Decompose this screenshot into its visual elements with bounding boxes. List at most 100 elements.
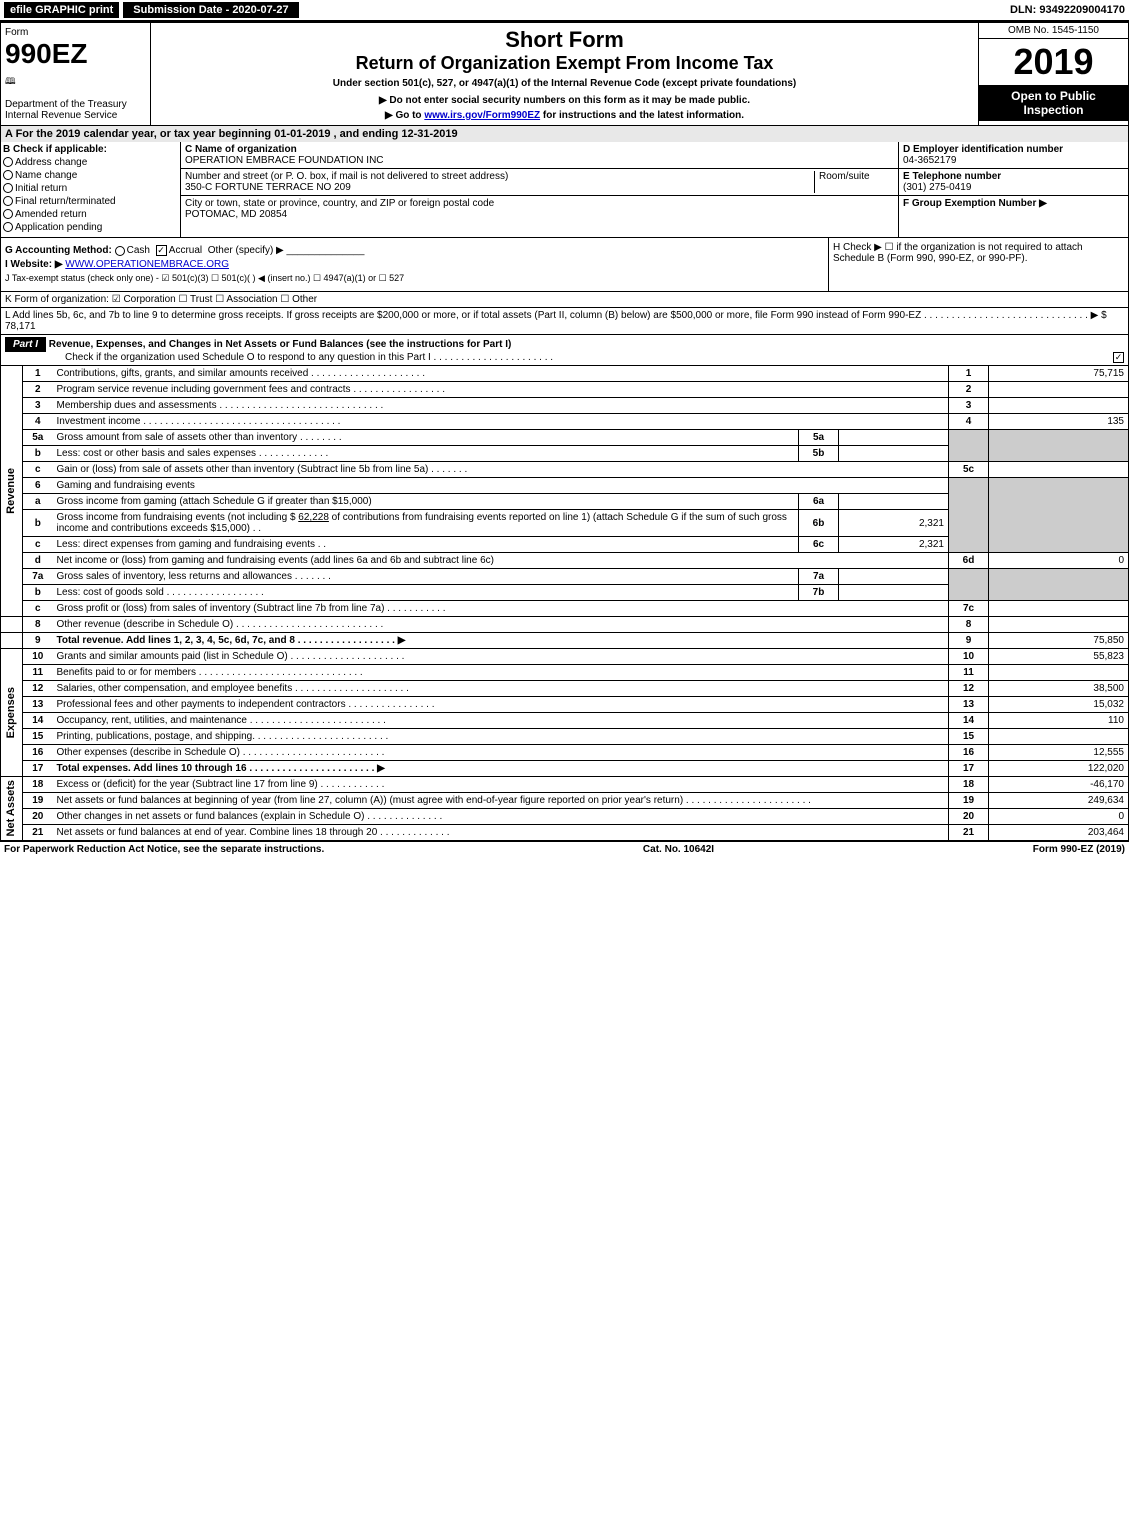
tax-year: 2019 xyxy=(979,39,1128,85)
section-j: J Tax-exempt status (check only one) - ☑… xyxy=(5,273,824,284)
website-link[interactable]: WWW.OPERATIONEMBRACE.ORG xyxy=(65,259,229,270)
left-ghij: G Accounting Method: Cash Accrual Other … xyxy=(1,238,828,291)
schedule-o-checkbox[interactable] xyxy=(1113,352,1124,363)
check-final-return[interactable]: Final return/terminated xyxy=(3,196,178,207)
line-20-val: 0 xyxy=(989,809,1129,825)
form-subtitle: Under section 501(c), 527, or 4947(a)(1)… xyxy=(159,78,970,89)
omb-number: OMB No. 1545-1150 xyxy=(979,23,1128,39)
line-4-desc: Investment income . . . . . . . . . . . … xyxy=(53,414,949,430)
line-4-val: 135 xyxy=(989,414,1129,430)
line-11-val xyxy=(989,665,1129,681)
section-k: K Form of organization: ☑ Corporation ☐ … xyxy=(0,292,1129,308)
line-16-desc: Other expenses (describe in Schedule O) … xyxy=(53,745,949,761)
check-initial-return[interactable]: Initial return xyxy=(3,183,178,194)
line-1-val: 75,715 xyxy=(989,366,1129,382)
line-5b-desc: Less: cost or other basis and sales expe… xyxy=(53,446,799,462)
line-19-desc: Net assets or fund balances at beginning… xyxy=(53,793,949,809)
part-1-title: Revenue, Expenses, and Changes in Net As… xyxy=(49,339,512,350)
line-6c-val: 2,321 xyxy=(839,537,949,553)
check-name-change[interactable]: Name change xyxy=(3,170,178,181)
form-label: Form xyxy=(5,27,146,38)
check-amended-return[interactable]: Amended return xyxy=(3,209,178,220)
line-8-val xyxy=(989,617,1129,633)
section-e: E Telephone number (301) 275-0419 xyxy=(899,169,1128,196)
line-5c-desc: Gain or (loss) from sale of assets other… xyxy=(53,462,949,478)
department-label: Department of the Treasury Internal Reve… xyxy=(5,99,127,121)
line-17-desc: Total expenses. Add lines 10 through 16 … xyxy=(53,761,949,777)
line-1-num: 1 xyxy=(23,366,53,382)
top-bar: efile GRAPHIC print Submission Date - 20… xyxy=(0,0,1129,22)
section-d: D Employer identification number 04-3652… xyxy=(899,142,1128,169)
form-title-2: Return of Organization Exempt From Incom… xyxy=(159,53,970,74)
gross-receipts: 78,171 xyxy=(5,321,36,332)
accrual-checkbox[interactable] xyxy=(156,245,167,256)
line-13-desc: Professional fees and other payments to … xyxy=(53,697,949,713)
section-f: F Group Exemption Number ▶ xyxy=(899,196,1128,211)
line-12-val: 38,500 xyxy=(989,681,1129,697)
line-6d-val: 0 xyxy=(989,553,1129,569)
line-9-val: 75,850 xyxy=(989,633,1129,649)
telephone: (301) 275-0419 xyxy=(903,182,971,193)
line-6d-desc: Net income or (loss) from gaming and fun… xyxy=(53,553,949,569)
line-21-val: 203,464 xyxy=(989,825,1129,841)
header-right: OMB No. 1545-1150 2019 Open to PublicIns… xyxy=(978,23,1128,125)
line-7c-val xyxy=(989,601,1129,617)
footer-center: Cat. No. 10642I xyxy=(643,844,714,855)
revenue-tab: Revenue xyxy=(5,468,17,514)
irs-link[interactable]: www.irs.gov/Form990EZ xyxy=(424,110,540,121)
line-18-val: -46,170 xyxy=(989,777,1129,793)
line-21-desc: Net assets or fund balances at end of ye… xyxy=(53,825,949,841)
line-3-desc: Membership dues and assessments . . . . … xyxy=(53,398,949,414)
header-left: Form 990EZ 🕮 Department of the Treasury … xyxy=(1,23,151,125)
section-i: I Website: ▶ WWW.OPERATIONEMBRACE.ORG xyxy=(5,259,824,270)
check-application-pending[interactable]: Application pending xyxy=(3,222,178,233)
line-6c-desc: Less: direct expenses from gaming and fu… xyxy=(53,537,799,553)
line-5a-val xyxy=(839,430,949,446)
footer-left: For Paperwork Reduction Act Notice, see … xyxy=(4,844,324,855)
line-18-desc: Excess or (deficit) for the year (Subtra… xyxy=(53,777,949,793)
info-grid: B Check if applicable: Address change Na… xyxy=(0,142,1129,238)
line-7a-desc: Gross sales of inventory, less returns a… xyxy=(53,569,799,585)
line-5c-val xyxy=(989,462,1129,478)
section-h: H Check ▶ ☐ if the organization is not r… xyxy=(828,238,1128,291)
line-10-desc: Grants and similar amounts paid (list in… xyxy=(53,649,949,665)
line-9-desc: Total revenue. Add lines 1, 2, 3, 4, 5c,… xyxy=(53,633,949,649)
submission-date-button[interactable]: Submission Date - 2020-07-27 xyxy=(123,2,298,18)
line-6a-desc: Gross income from gaming (attach Schedul… xyxy=(53,494,799,510)
form-header: Form 990EZ 🕮 Department of the Treasury … xyxy=(0,22,1129,126)
org-address: 350-C FORTUNE TERRACE NO 209 xyxy=(185,182,351,193)
line-17-val: 122,020 xyxy=(989,761,1129,777)
line-7b-desc: Less: cost of goods sold . . . . . . . .… xyxy=(53,585,799,601)
line-19-val: 249,634 xyxy=(989,793,1129,809)
netassets-tab: Net Assets xyxy=(5,780,17,836)
footer: For Paperwork Reduction Act Notice, see … xyxy=(0,841,1129,857)
org-name: OPERATION EMBRACE FOUNDATION INC xyxy=(185,155,384,166)
check-address-change[interactable]: Address change xyxy=(3,157,178,168)
line-5a-desc: Gross amount from sale of assets other t… xyxy=(53,430,799,446)
line-13-val: 15,032 xyxy=(989,697,1129,713)
line-8-desc: Other revenue (describe in Schedule O) .… xyxy=(53,617,949,633)
part-1-check-line: Check if the organization used Schedule … xyxy=(65,352,553,363)
line-14-desc: Occupancy, rent, utilities, and maintena… xyxy=(53,713,949,729)
line-11-desc: Benefits paid to or for members . . . . … xyxy=(53,665,949,681)
line-2-desc: Program service revenue including govern… xyxy=(53,382,949,398)
line-16-val: 12,555 xyxy=(989,745,1129,761)
line-1-desc: Contributions, gifts, grants, and simila… xyxy=(53,366,949,382)
expenses-tab: Expenses xyxy=(5,687,17,738)
line-5b-val xyxy=(839,446,949,462)
top-bar-left: efile GRAPHIC print Submission Date - 20… xyxy=(4,2,299,18)
org-address-cell: Number and street (or P. O. box, if mail… xyxy=(181,169,898,196)
financial-table: Revenue 1Contributions, gifts, grants, a… xyxy=(0,366,1129,841)
part-1-header: Part I Revenue, Expenses, and Changes in… xyxy=(0,335,1129,366)
section-g: G Accounting Method: Cash Accrual Other … xyxy=(5,245,824,256)
form-title-1: Short Form xyxy=(159,27,970,53)
line-7c-desc: Gross profit or (loss) from sales of inv… xyxy=(53,601,949,617)
line-7a-val xyxy=(839,569,949,585)
irs-link-note: ▶ Go to www.irs.gov/Form990EZ for instru… xyxy=(159,110,970,121)
section-a: A For the 2019 calendar year, or tax yea… xyxy=(0,126,1129,142)
efile-button[interactable]: efile GRAPHIC print xyxy=(4,2,119,18)
section-c: C Name of organization OPERATION EMBRACE… xyxy=(181,142,898,237)
line-15-val xyxy=(989,729,1129,745)
section-ghij: G Accounting Method: Cash Accrual Other … xyxy=(0,238,1129,292)
section-b-label: B Check if applicable: xyxy=(3,144,107,155)
